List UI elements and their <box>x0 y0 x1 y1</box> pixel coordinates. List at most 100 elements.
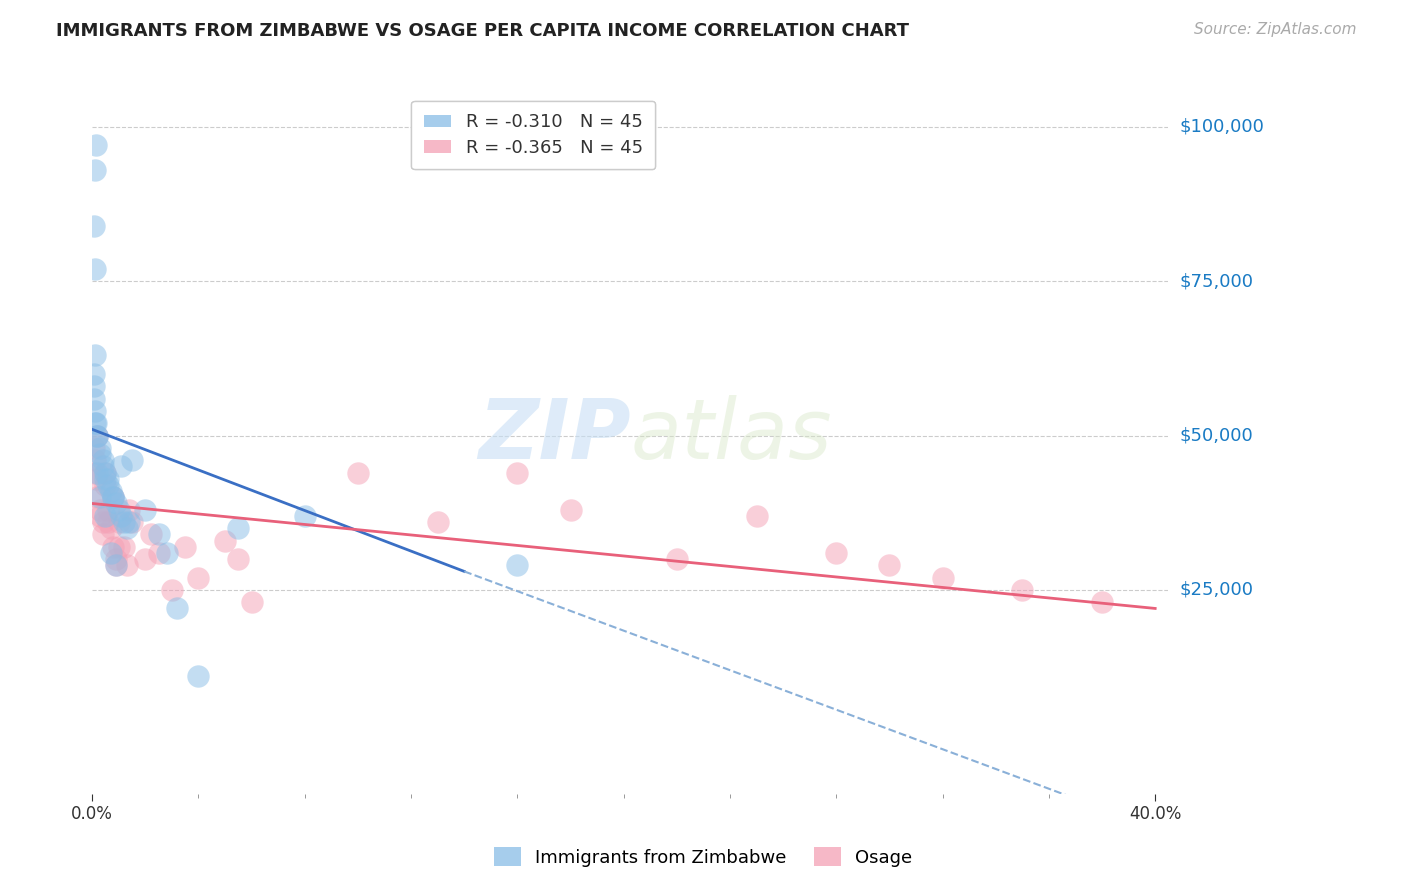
Point <box>84 416 107 430</box>
Point <box>83 219 105 233</box>
Point <box>110 459 132 474</box>
Point <box>228 552 250 566</box>
Point <box>86 428 108 442</box>
Point <box>91 515 114 529</box>
Text: atlas: atlas <box>630 395 832 476</box>
Point <box>110 508 132 523</box>
Point <box>89 508 111 523</box>
Point <box>118 502 141 516</box>
Point <box>86 466 108 480</box>
Point <box>148 546 170 560</box>
Point <box>91 459 114 474</box>
Point <box>94 508 117 523</box>
Text: $50,000: $50,000 <box>1180 426 1253 444</box>
Point <box>665 552 688 566</box>
Point <box>83 404 105 418</box>
Point <box>148 527 170 541</box>
Point <box>240 595 263 609</box>
Point <box>560 502 582 516</box>
Point <box>166 601 188 615</box>
Point <box>228 521 250 535</box>
Point <box>115 521 138 535</box>
Point <box>97 472 120 486</box>
Point <box>107 515 129 529</box>
Point <box>97 478 120 492</box>
Point <box>83 466 105 480</box>
Legend: Immigrants from Zimbabwe, Osage: Immigrants from Zimbabwe, Osage <box>486 840 920 874</box>
Point <box>115 558 138 573</box>
Point <box>103 491 125 505</box>
Point <box>94 466 117 480</box>
Point <box>83 261 105 276</box>
Point <box>121 453 143 467</box>
Point <box>107 502 129 516</box>
Point <box>931 570 953 584</box>
Point <box>83 392 105 406</box>
Point <box>94 478 117 492</box>
Point <box>174 540 197 554</box>
Point <box>86 428 108 442</box>
Point <box>89 447 111 461</box>
Point <box>187 669 209 683</box>
Point <box>745 508 768 523</box>
Point <box>84 348 107 362</box>
Point <box>94 466 117 480</box>
Point <box>347 466 370 480</box>
Point <box>100 521 122 535</box>
Point <box>112 540 135 554</box>
Point <box>94 472 117 486</box>
Point <box>825 546 848 560</box>
Point <box>103 540 125 554</box>
Point <box>112 515 135 529</box>
Point <box>103 491 125 505</box>
Point <box>89 441 111 455</box>
Point <box>84 416 107 430</box>
Point <box>91 527 114 541</box>
Legend: R = -0.310   N = 45, R = -0.365   N = 45: R = -0.310 N = 45, R = -0.365 N = 45 <box>412 101 655 169</box>
Point <box>105 496 128 510</box>
Point <box>91 453 114 467</box>
Point <box>160 582 183 597</box>
Point <box>1091 595 1114 609</box>
Point <box>86 428 108 442</box>
Point <box>134 552 156 566</box>
Point <box>139 527 162 541</box>
Point <box>294 508 316 523</box>
Point <box>83 379 105 393</box>
Point <box>107 540 129 554</box>
Point <box>506 558 529 573</box>
Point <box>118 515 141 529</box>
Point <box>100 546 122 560</box>
Point <box>83 163 105 178</box>
Point <box>84 138 107 153</box>
Point <box>214 533 236 548</box>
Point <box>83 453 105 467</box>
Point <box>506 466 529 480</box>
Point <box>426 515 449 529</box>
Point <box>187 570 209 584</box>
Point <box>83 367 105 381</box>
Point <box>100 484 122 499</box>
Text: Source: ZipAtlas.com: Source: ZipAtlas.com <box>1194 22 1357 37</box>
Text: ZIP: ZIP <box>478 395 630 476</box>
Text: $100,000: $100,000 <box>1180 118 1264 136</box>
Point <box>84 472 107 486</box>
Point <box>103 491 125 505</box>
Text: IMMIGRANTS FROM ZIMBABWE VS OSAGE PER CAPITA INCOME CORRELATION CHART: IMMIGRANTS FROM ZIMBABWE VS OSAGE PER CA… <box>56 22 910 40</box>
Point <box>155 546 177 560</box>
Point <box>105 558 128 573</box>
Point <box>105 558 128 573</box>
Point <box>879 558 901 573</box>
Text: $25,000: $25,000 <box>1180 581 1254 599</box>
Point <box>134 502 156 516</box>
Point <box>97 502 120 516</box>
Point <box>97 515 120 529</box>
Point <box>89 491 111 505</box>
Point <box>89 502 111 516</box>
Point <box>105 552 128 566</box>
Text: $75,000: $75,000 <box>1180 272 1254 290</box>
Point <box>86 491 108 505</box>
Point <box>1011 582 1033 597</box>
Point <box>83 441 105 455</box>
Point <box>121 515 143 529</box>
